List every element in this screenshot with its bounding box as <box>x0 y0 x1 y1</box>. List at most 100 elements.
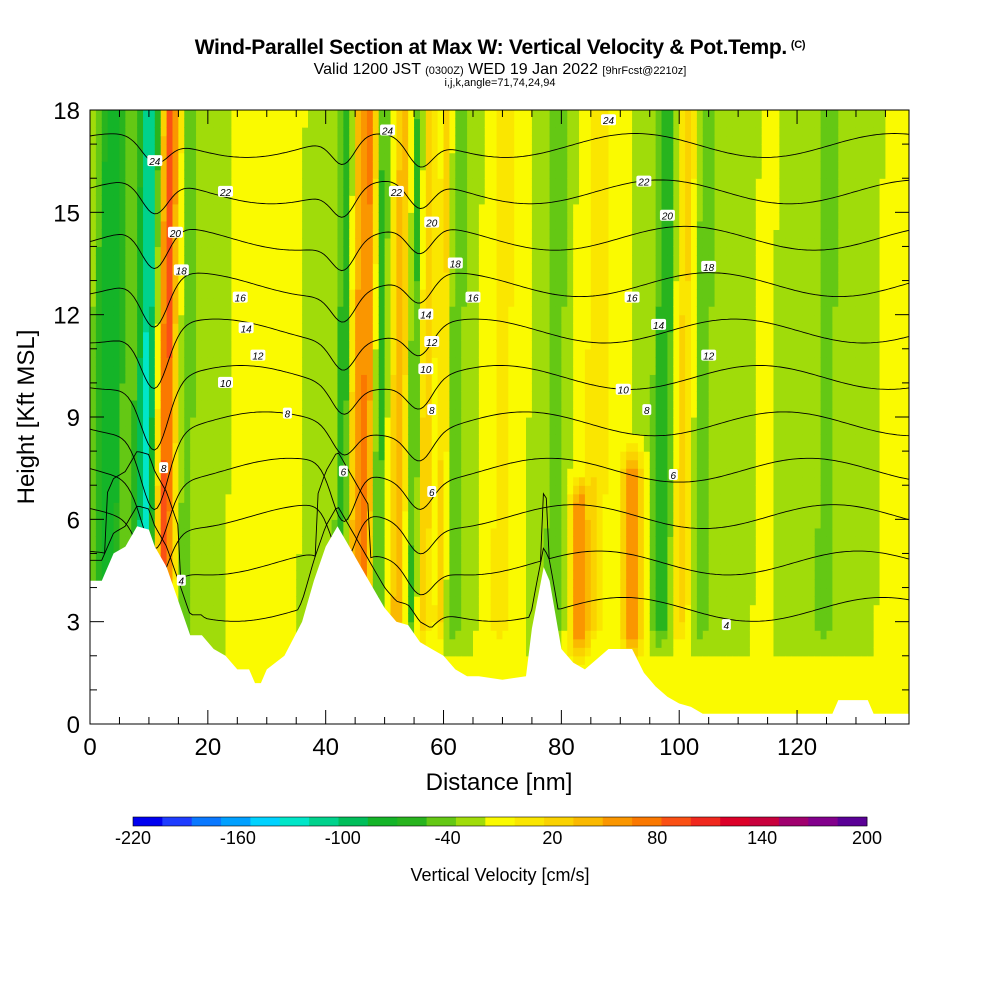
heat-cell <box>384 485 392 495</box>
heat-cell <box>384 220 392 230</box>
heat-cell <box>166 280 174 290</box>
heat-cell <box>201 289 209 299</box>
heat-cell <box>154 408 162 418</box>
heat-cell <box>172 161 179 171</box>
heat-cell <box>260 391 268 401</box>
heat-cell <box>372 570 380 580</box>
heat-cell <box>213 502 221 512</box>
heat-cell <box>101 263 109 273</box>
heat-cell <box>172 476 179 486</box>
heat-cell <box>319 263 327 273</box>
heat-cell <box>290 570 297 580</box>
heat-cell <box>207 246 215 256</box>
heat-cell <box>313 357 321 367</box>
heat-cell <box>313 374 321 384</box>
heat-cell <box>366 382 374 393</box>
heat-cell <box>184 118 191 128</box>
heat-cell <box>408 195 415 205</box>
heat-cell <box>160 348 168 358</box>
heat-cell <box>231 459 238 469</box>
heat-cell <box>143 459 150 469</box>
heat-cell <box>113 391 121 401</box>
heat-cell <box>272 536 280 546</box>
heat-cell <box>196 348 203 358</box>
heat-cell <box>101 399 109 410</box>
heat-cell <box>467 587 474 597</box>
heat-cell <box>260 468 268 478</box>
heat-cell <box>431 561 439 572</box>
heat-cell <box>461 220 468 230</box>
heat-cell <box>190 493 197 503</box>
heat-cell <box>349 161 356 171</box>
heat-cell <box>260 493 268 503</box>
heat-cell <box>302 237 309 248</box>
heat-cell <box>213 510 221 520</box>
heat-cell <box>143 161 150 171</box>
heat-cell <box>325 459 333 469</box>
heat-cell <box>172 195 179 205</box>
heat-cell <box>219 468 227 478</box>
heat-cell <box>366 340 374 350</box>
heat-cell <box>431 587 439 597</box>
heat-cell <box>90 485 97 495</box>
heat-cell <box>143 442 150 452</box>
heat-cell <box>237 280 244 290</box>
heat-cell <box>237 561 244 572</box>
heat-cell <box>496 621 504 631</box>
heat-cell <box>355 178 362 188</box>
heat-cell <box>201 365 209 375</box>
heat-cell <box>184 331 191 341</box>
heat-cell <box>419 280 427 290</box>
heat-cell <box>207 391 215 401</box>
heat-cell <box>260 510 268 520</box>
heat-cell <box>496 561 504 572</box>
heat-cell <box>425 186 433 196</box>
heat-cell <box>349 459 356 469</box>
heat-cell <box>225 254 233 265</box>
heat-cell <box>461 229 468 239</box>
heat-cell <box>437 630 445 640</box>
heat-cell <box>101 110 109 120</box>
heat-cell <box>260 408 268 418</box>
heat-cell <box>219 647 227 657</box>
heat-cell <box>284 561 291 572</box>
heat-cell <box>461 323 468 333</box>
heat-cell <box>90 459 97 469</box>
heat-cell <box>95 425 103 435</box>
heat-cell <box>319 254 327 265</box>
heat-cell <box>243 434 250 444</box>
heat-cell <box>378 468 386 478</box>
heat-cell <box>213 289 221 299</box>
heat-cell <box>484 621 492 631</box>
heat-cell <box>190 502 197 512</box>
heat-cell <box>290 152 297 162</box>
heat-cell <box>154 323 162 333</box>
heat-cell <box>254 144 262 154</box>
heat-cell <box>148 417 156 427</box>
heat-cell <box>296 314 303 324</box>
heat-cell <box>131 434 138 444</box>
heat-cell <box>266 544 274 555</box>
heat-cell <box>414 391 421 401</box>
heat-cell <box>408 161 415 171</box>
heat-cell <box>113 408 121 418</box>
heat-cell <box>148 331 156 341</box>
heat-cell <box>431 169 439 179</box>
heat-cell <box>308 289 315 299</box>
heat-cell <box>172 144 179 154</box>
heat-cell <box>455 229 462 239</box>
heat-cell <box>414 561 421 572</box>
heat-cell <box>296 510 303 520</box>
heat-cell <box>278 246 286 256</box>
heat-cell <box>378 323 386 333</box>
heat-cell <box>131 476 138 486</box>
heat-cell <box>419 399 427 410</box>
heat-cell <box>366 510 374 520</box>
heat-cell <box>213 169 221 179</box>
heat-cell <box>461 655 468 665</box>
heat-cell <box>331 391 339 401</box>
heat-cell <box>449 195 456 205</box>
heat-cell <box>449 289 456 299</box>
heat-cell <box>254 297 262 307</box>
heat-cell <box>172 536 179 546</box>
